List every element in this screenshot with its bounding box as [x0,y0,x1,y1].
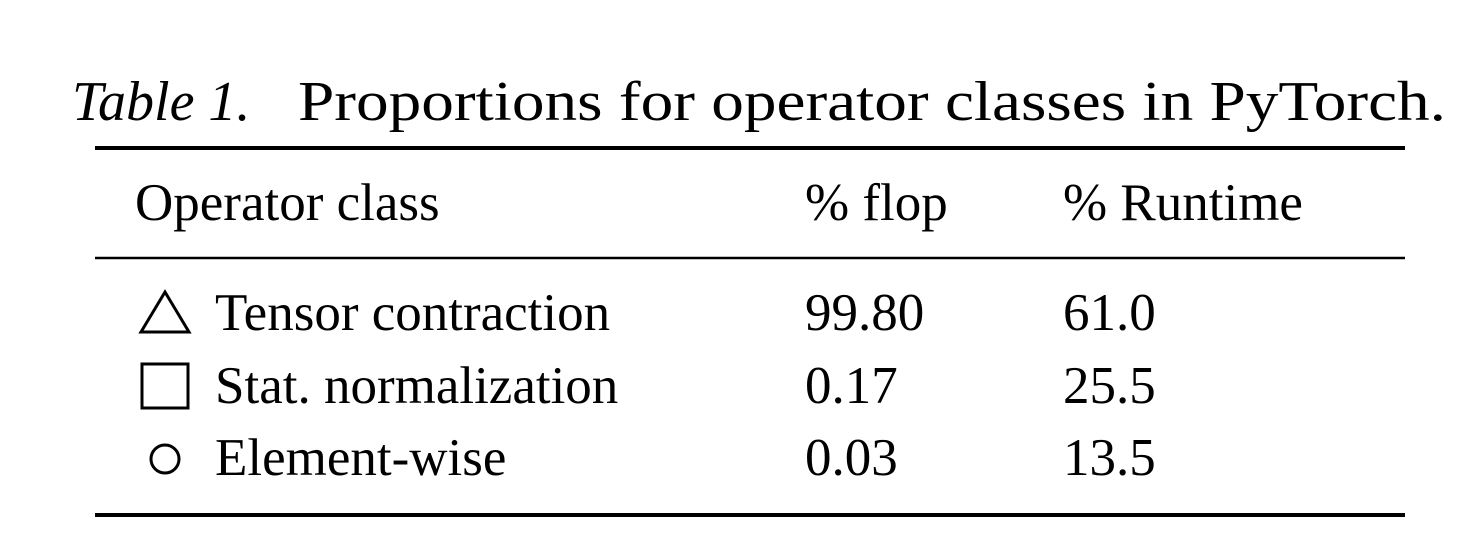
table-cell: 13.5 [1063,429,1156,487]
table-cell: 0.17 [805,357,898,415]
circle-icon [149,443,181,475]
table-cell: 0.03 [805,429,898,487]
triangle-icon [138,289,192,334]
table-cell: 61.0 [1063,284,1156,342]
table-cell: Stat. normalization [215,357,618,415]
table-cell: Element-wise [215,429,506,487]
header-cell: % flop [805,174,948,232]
caption-label: Table 1. [72,71,250,133]
table-cell: Tensor contraction [215,284,610,342]
header-cell: Operator class [135,174,440,232]
caption-text: Proportions for operator classes in PyTo… [298,71,1446,133]
table-cell: 99.80 [805,284,924,342]
table-cell: 25.5 [1063,357,1156,415]
square-icon [140,362,190,410]
header-cell: % Runtime [1063,174,1303,232]
